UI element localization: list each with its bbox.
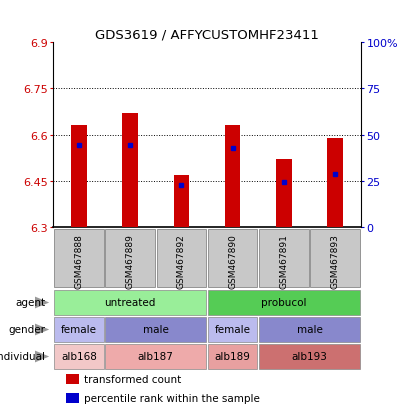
Text: percentile rank within the sample: percentile rank within the sample <box>84 393 259 403</box>
Text: alb193: alb193 <box>291 351 327 361</box>
Text: GSM467893: GSM467893 <box>330 234 339 288</box>
Text: GSM467888: GSM467888 <box>74 234 83 288</box>
Text: agent: agent <box>15 298 45 308</box>
Polygon shape <box>35 324 49 336</box>
Bar <box>105 344 206 369</box>
Text: individual: individual <box>0 351 45 362</box>
Bar <box>258 318 359 342</box>
Bar <box>65 374 79 385</box>
Polygon shape <box>35 297 49 309</box>
Bar <box>276 160 291 228</box>
Text: transformed count: transformed count <box>84 374 181 384</box>
Polygon shape <box>35 351 49 363</box>
Bar <box>310 229 359 287</box>
Text: alb187: alb187 <box>137 351 173 361</box>
Bar <box>54 291 206 315</box>
Bar <box>225 126 240 228</box>
Text: female: female <box>61 324 97 334</box>
Bar <box>258 229 308 287</box>
Text: GSM467889: GSM467889 <box>126 234 134 288</box>
Bar <box>54 344 103 369</box>
Text: male: male <box>296 324 322 334</box>
Text: probucol: probucol <box>261 297 306 307</box>
Text: male: male <box>142 324 169 334</box>
Text: alb189: alb189 <box>214 351 250 361</box>
Bar <box>207 291 359 315</box>
Bar <box>207 229 257 287</box>
Bar <box>122 114 137 228</box>
Bar <box>105 318 206 342</box>
Bar <box>327 138 342 228</box>
Bar <box>173 175 189 228</box>
Text: untreated: untreated <box>104 297 155 307</box>
Bar <box>105 229 155 287</box>
Bar <box>71 126 86 228</box>
Text: female: female <box>214 324 250 334</box>
Bar <box>258 344 359 369</box>
Bar <box>156 229 206 287</box>
Text: alb168: alb168 <box>61 351 97 361</box>
Text: GSM467890: GSM467890 <box>228 234 236 288</box>
Bar <box>65 393 79 404</box>
Bar <box>54 229 103 287</box>
Bar <box>207 344 257 369</box>
Text: GSM467891: GSM467891 <box>279 234 288 288</box>
Text: GSM467892: GSM467892 <box>177 234 185 288</box>
Title: GDS3619 / AFFYCUSTOMHF23411: GDS3619 / AFFYCUSTOMHF23411 <box>95 29 318 42</box>
Bar <box>54 318 103 342</box>
Text: gender: gender <box>8 325 45 335</box>
Bar <box>207 318 257 342</box>
